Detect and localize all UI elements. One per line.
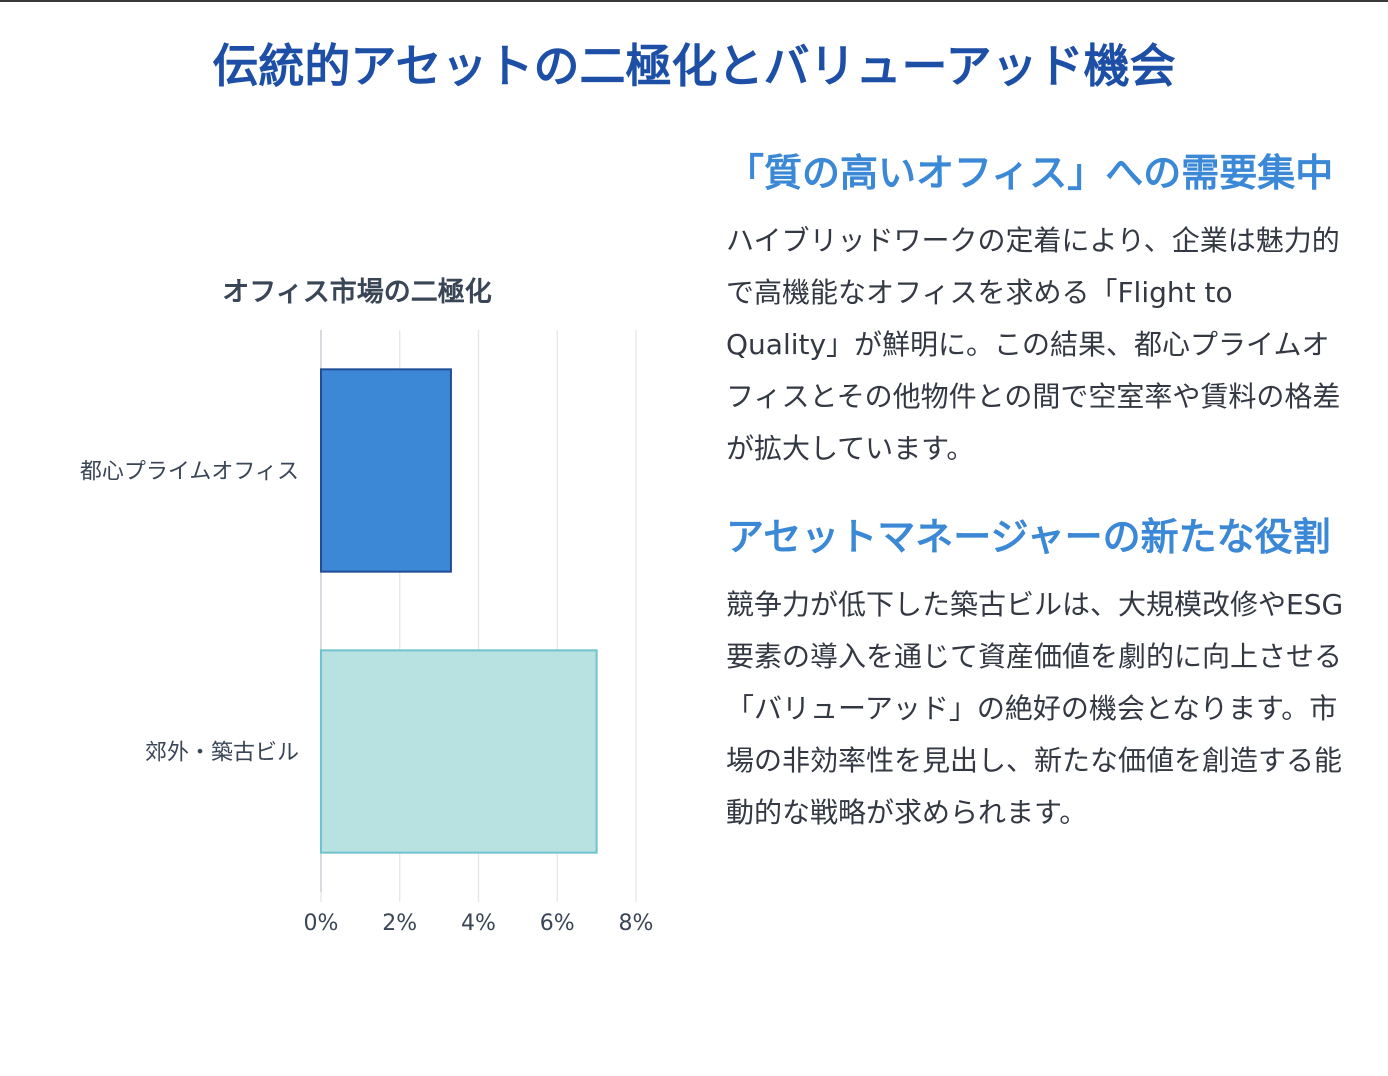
page-title: 伝統的アセットの二極化とバリューアッド機会: [212, 39, 1176, 93]
x-tick-label: 6%: [540, 911, 575, 936]
x-tick-label: 0%: [304, 911, 339, 936]
section-body-quality-demand: ハイブリッドワークの定着により、企業は魅力的で高機能なオフィスを求める「Flig…: [726, 224, 1341, 465]
top-rule: [0, 0, 1388, 2]
text-panel: 「質の高いオフィス」への需要集中 ハイブリッドワークの定着により、企業は魅力的で…: [726, 145, 1346, 873]
section-heading-quality-demand: 「質の高いオフィス」への需要集中: [726, 151, 1334, 195]
section-body-asset-manager-role: 競争力が低下した築古ビルは、大規模改修やESG要素の導入を通じて資産価値を劇的に…: [726, 588, 1344, 829]
section-heading-asset-manager-role: アセットマネージャーの新たな役割: [726, 515, 1331, 559]
x-tick-label: 4%: [461, 911, 496, 936]
category-label: 郊外・築古ビル: [145, 741, 299, 766]
chart-title: オフィス市場の二極化: [222, 277, 492, 308]
chart-panel: オフィス市場の二極化 0% 2% 4% 6% 8% 都心プライムオフィス郊外・築古ビル: [0, 250, 700, 970]
bar: [320, 649, 598, 854]
bar: [320, 368, 452, 573]
x-tick-label: 8%: [619, 911, 654, 936]
x-tick-label: 2%: [382, 911, 417, 936]
category-label: 都心プライムオフィス: [80, 460, 299, 485]
